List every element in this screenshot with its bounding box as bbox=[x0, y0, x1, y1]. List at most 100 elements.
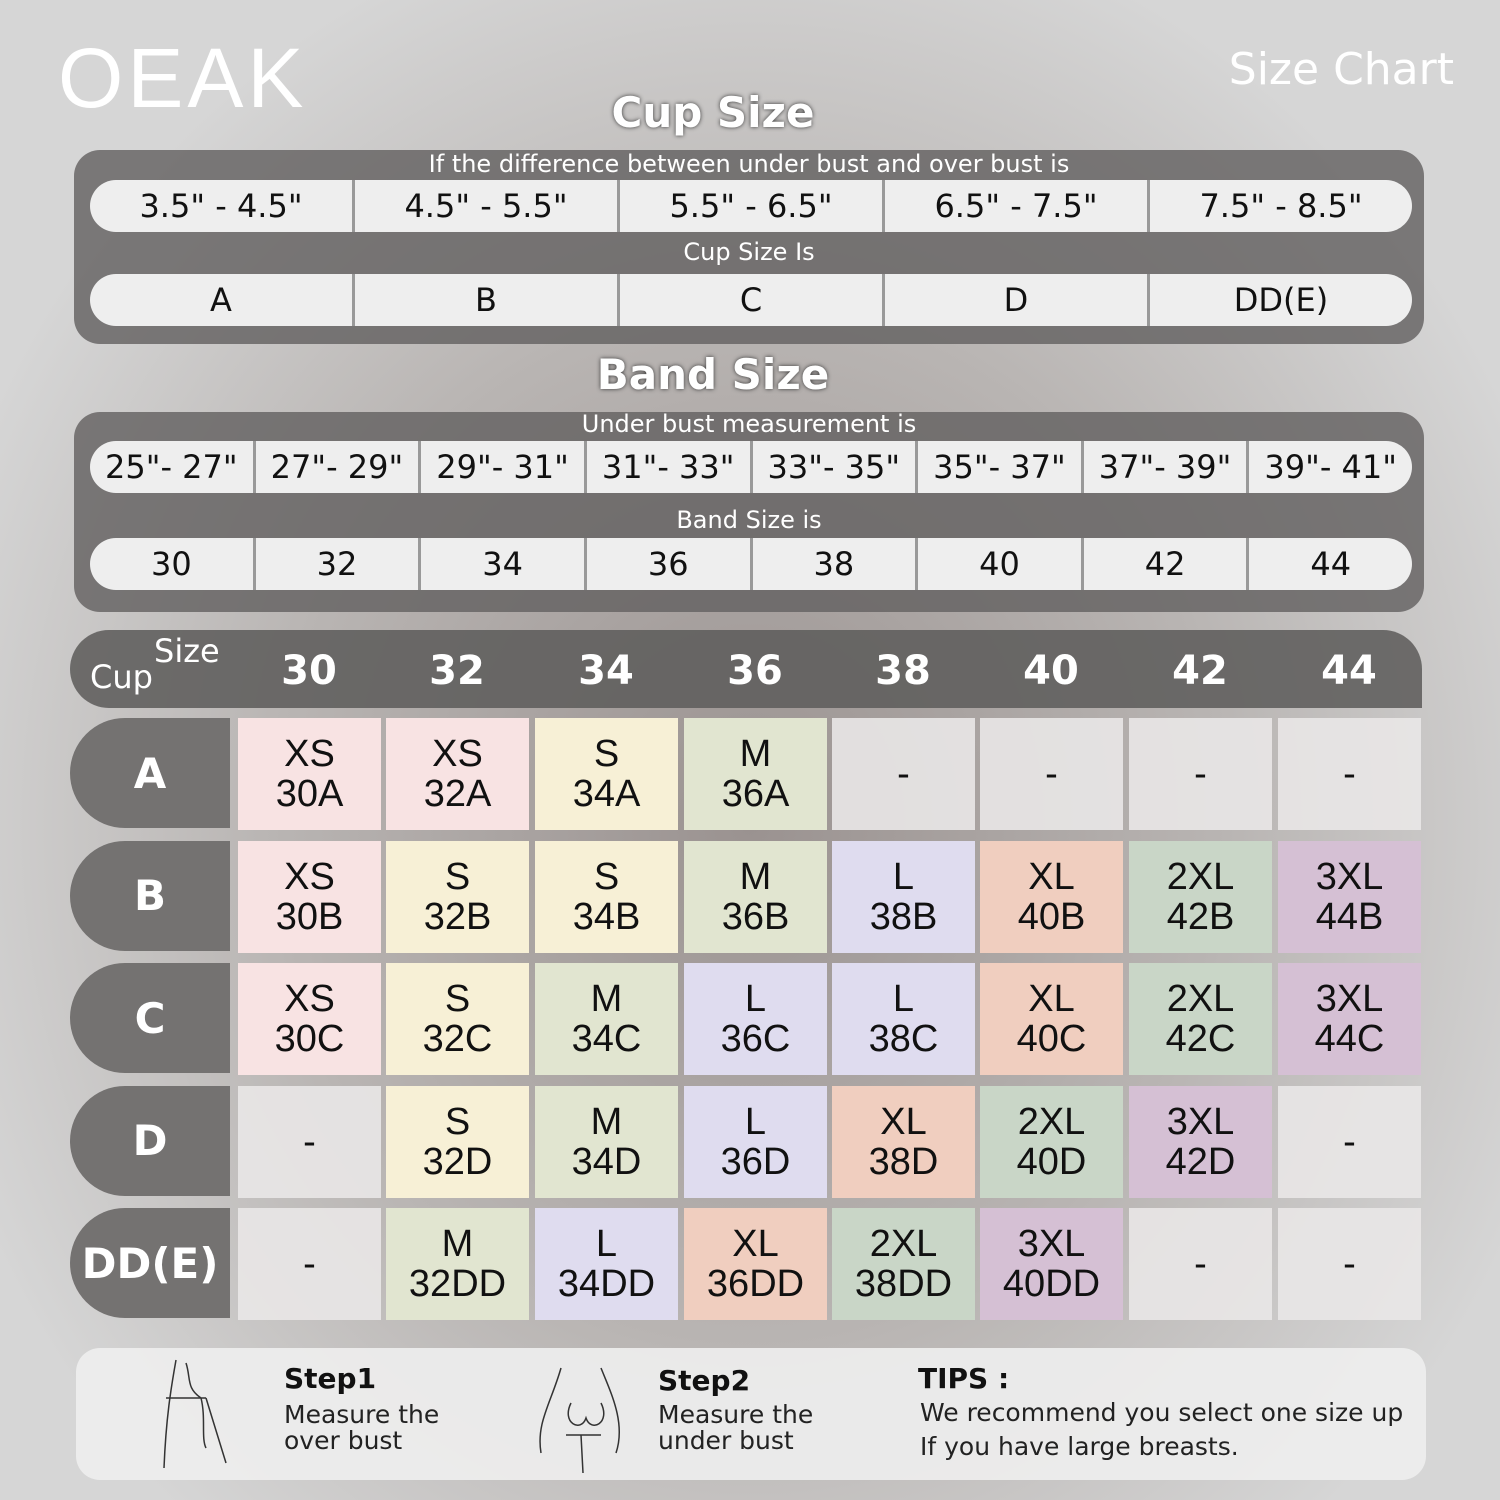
size-letter: S bbox=[444, 855, 471, 898]
cup-cell: C bbox=[620, 274, 885, 326]
size-letter: 3XL bbox=[1017, 1223, 1086, 1265]
difference-cell: 5.5" - 6.5" bbox=[620, 180, 885, 232]
size-letter: XS bbox=[432, 733, 483, 775]
size-letter: M bbox=[739, 855, 772, 898]
size-cell: M 32DD bbox=[386, 1208, 529, 1320]
size-letter: XL bbox=[732, 1223, 779, 1265]
measurement-cell: 35"- 37" bbox=[918, 441, 1084, 493]
size-code: 32C bbox=[422, 1018, 493, 1060]
size-code: 34C bbox=[571, 1018, 642, 1060]
size-letter: 3XL bbox=[1315, 855, 1384, 898]
size-letter: - bbox=[1194, 753, 1207, 795]
cup-caption-is: Cup Size Is bbox=[683, 238, 815, 266]
size-letter: S bbox=[444, 1100, 471, 1143]
cup-cell: B bbox=[355, 274, 620, 326]
size-code: 42B bbox=[1166, 895, 1235, 938]
size-cell: L 38C bbox=[832, 963, 975, 1075]
step1-text: Measure the over bust bbox=[284, 1402, 439, 1454]
size-code: 30A bbox=[275, 773, 344, 815]
size-cell: 3XL 44B bbox=[1278, 840, 1421, 953]
size-letter: XS bbox=[284, 978, 335, 1020]
size-cell: S 34B bbox=[535, 840, 678, 953]
size-cell: - bbox=[1278, 718, 1421, 830]
size-letter: - bbox=[897, 753, 910, 795]
difference-cell: 7.5" - 8.5" bbox=[1199, 187, 1363, 225]
size-cell: M 36A bbox=[684, 718, 827, 830]
cup-size-title: Cup Size bbox=[611, 88, 815, 137]
size-letter: L bbox=[744, 978, 767, 1020]
size-cell: M 34C bbox=[535, 963, 678, 1075]
size-cell: XS 30A bbox=[238, 718, 381, 830]
size-cell: S 32B bbox=[386, 840, 529, 953]
measurement-cell: 27"- 29" bbox=[256, 441, 422, 493]
cup-caption-difference: If the difference between under bust and… bbox=[428, 150, 1070, 178]
over-bust-measure-icon bbox=[163, 1359, 227, 1469]
band-cell: 32 bbox=[256, 538, 422, 590]
size-code: 40DD bbox=[1002, 1263, 1101, 1305]
cup-cell: A bbox=[90, 274, 355, 326]
measurement-cell: 37"- 39" bbox=[1084, 441, 1250, 493]
size-letter: - bbox=[1194, 1243, 1207, 1285]
size-letter: M bbox=[590, 1100, 623, 1143]
measurement-row: 25"- 27" 27"- 29" 29"- 31" 31"- 33" 33"- 35"… bbox=[90, 441, 1412, 493]
size-code: 36D bbox=[720, 1140, 791, 1183]
size-cell: S 32D bbox=[386, 1085, 529, 1198]
under-bust-measure-icon bbox=[539, 1367, 620, 1474]
size-letter: 3XL bbox=[1166, 1100, 1235, 1143]
size-letter: M bbox=[739, 733, 772, 775]
cup-label: Cup bbox=[90, 658, 153, 696]
step2-text: Measure the under bust bbox=[658, 1402, 813, 1454]
size-cell: - bbox=[832, 718, 975, 830]
cup-size-panel: If the difference between under bust and… bbox=[74, 150, 1424, 344]
size-letter: - bbox=[1343, 1243, 1356, 1285]
step1-line1: Measure the bbox=[284, 1400, 440, 1429]
size-cell: M 36B bbox=[684, 840, 827, 953]
size-cell: - bbox=[238, 1085, 381, 1198]
difference-cell: 4.5" - 5.5" bbox=[355, 180, 620, 232]
size-code: 36C bbox=[720, 1018, 791, 1060]
size-cell: XL 38D bbox=[832, 1085, 975, 1198]
band-cell: 42 bbox=[1084, 538, 1250, 590]
column-header: 34 bbox=[578, 648, 634, 694]
column-header: 30 bbox=[281, 648, 337, 694]
measurement-cell: 33"- 35" bbox=[753, 441, 919, 493]
column-header: 42 bbox=[1172, 648, 1228, 694]
size-letter: 2XL bbox=[1166, 978, 1235, 1020]
size-cell: XS 32A bbox=[386, 718, 529, 830]
size-cell: 2XL 38DD bbox=[832, 1208, 975, 1320]
band-cell: 36 bbox=[587, 538, 753, 590]
size-letter: 2XL bbox=[869, 1223, 938, 1265]
size-cell: L 36C bbox=[684, 963, 827, 1075]
size-letter: S bbox=[593, 733, 620, 775]
size-cell: - bbox=[980, 718, 1123, 830]
size-cell: L 34DD bbox=[535, 1208, 678, 1320]
size-code: 42C bbox=[1165, 1018, 1236, 1060]
steps-panel: Step1 Measure the over bust Step2 Measure… bbox=[76, 1348, 1426, 1480]
size-letter: S bbox=[444, 978, 471, 1020]
step2-line1: Measure the bbox=[658, 1400, 814, 1429]
size-letter: - bbox=[1343, 753, 1356, 795]
band-size-title: Band Size bbox=[596, 350, 830, 399]
step1-title: Step1 bbox=[284, 1362, 377, 1395]
size-cell: L 38B bbox=[832, 840, 975, 953]
size-code: 38C bbox=[868, 1018, 939, 1060]
size-code: 36DD bbox=[706, 1263, 805, 1305]
size-cell: XS 30C bbox=[238, 963, 381, 1075]
column-header: 40 bbox=[1023, 648, 1079, 694]
difference-row: 3.5" - 4.5" 4.5" - 5.5" 5.5" - 6.5" 6.5" - … bbox=[90, 180, 1412, 232]
measurement-cell: 39"- 41" bbox=[1264, 448, 1397, 486]
cup-cell: D bbox=[885, 274, 1150, 326]
size-letter: 2XL bbox=[1017, 1100, 1086, 1143]
band-cell: 40 bbox=[918, 538, 1084, 590]
band-caption-is: Band Size is bbox=[676, 506, 822, 534]
size-cell: - bbox=[1278, 1085, 1421, 1198]
size-cell: 2XL 42B bbox=[1129, 840, 1272, 953]
brand-logo: OEAK bbox=[58, 31, 308, 125]
size-code: 34A bbox=[572, 773, 641, 815]
row-label-cup: B bbox=[70, 840, 230, 951]
size-letter: XL bbox=[1028, 978, 1075, 1020]
measurement-cell: 25"- 27" bbox=[90, 441, 256, 493]
cup-cell: DD(E) bbox=[1233, 281, 1329, 319]
size-code: 34DD bbox=[557, 1263, 656, 1305]
column-header: 44 bbox=[1321, 648, 1377, 694]
